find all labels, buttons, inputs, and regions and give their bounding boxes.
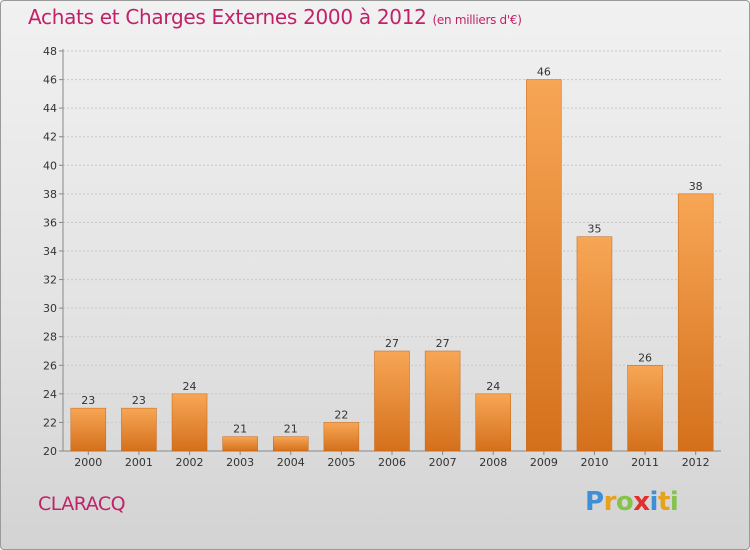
bar-value-label: 23 bbox=[132, 394, 146, 407]
bar-value-label: 26 bbox=[638, 351, 652, 364]
bar-value-label: 46 bbox=[537, 66, 551, 79]
proxiti-logo: Proxiti bbox=[585, 487, 679, 517]
bar-value-label: 27 bbox=[436, 337, 450, 350]
y-tick-label: 30 bbox=[43, 302, 57, 315]
y-tick-label: 38 bbox=[43, 188, 57, 201]
bar-value-label: 27 bbox=[385, 337, 399, 350]
bar bbox=[677, 193, 714, 452]
bar-value-label: 24 bbox=[183, 380, 197, 393]
commune-name: CLARACQ bbox=[38, 493, 126, 515]
y-tick-label: 34 bbox=[43, 245, 57, 258]
y-tick-label: 22 bbox=[43, 416, 57, 429]
logo-letter: i bbox=[669, 487, 679, 517]
x-tick-label: 2008 bbox=[479, 456, 507, 469]
bar-value-label: 21 bbox=[284, 423, 298, 436]
x-tick-label: 2012 bbox=[682, 456, 710, 469]
bar-value-label: 23 bbox=[81, 394, 95, 407]
bar-value-label: 38 bbox=[689, 180, 703, 193]
x-tick-label: 2009 bbox=[530, 456, 558, 469]
bar-value-label: 24 bbox=[486, 380, 500, 393]
logo-letter: o bbox=[615, 487, 634, 517]
x-tick-label: 2000 bbox=[74, 456, 102, 469]
bar-value-label: 35 bbox=[587, 223, 601, 236]
bar bbox=[273, 436, 309, 452]
y-tick-label: 36 bbox=[43, 216, 57, 229]
y-tick-label: 42 bbox=[43, 131, 57, 144]
bar bbox=[222, 436, 258, 452]
bar bbox=[576, 236, 613, 452]
chart-title: Achats et Charges Externes 2000 à 2012 (e… bbox=[28, 5, 522, 29]
logo-letter: P bbox=[585, 487, 604, 517]
logo-letter: t bbox=[657, 487, 670, 517]
x-tick-label: 2003 bbox=[226, 456, 254, 469]
x-tick-label: 2005 bbox=[327, 456, 355, 469]
bar-value-label: 22 bbox=[334, 408, 348, 421]
bar bbox=[526, 79, 562, 452]
bar bbox=[475, 393, 511, 452]
y-tick-label: 32 bbox=[43, 274, 57, 287]
logo-letter: i bbox=[649, 487, 659, 517]
x-tick-label: 2004 bbox=[277, 456, 305, 469]
y-tick-label: 26 bbox=[43, 359, 57, 372]
y-tick-label: 24 bbox=[43, 388, 57, 401]
y-tick-label: 40 bbox=[43, 159, 57, 172]
x-tick-label: 2011 bbox=[631, 456, 659, 469]
y-tick-label: 28 bbox=[43, 331, 57, 344]
bar bbox=[171, 393, 208, 452]
chart-subtitle: (en milliers d'€) bbox=[432, 13, 522, 27]
bar bbox=[70, 407, 107, 452]
y-tick-label: 44 bbox=[43, 102, 57, 115]
logo-letter: r bbox=[603, 487, 617, 517]
y-tick-label: 48 bbox=[43, 45, 57, 58]
chart-title-text: Achats et Charges Externes 2000 à 2012 bbox=[28, 5, 427, 29]
bar-value-label: 21 bbox=[233, 423, 247, 436]
bar bbox=[323, 422, 360, 452]
x-tick-label: 2010 bbox=[580, 456, 608, 469]
bar bbox=[424, 350, 461, 452]
y-tick-label: 46 bbox=[43, 74, 57, 87]
x-tick-label: 2006 bbox=[378, 456, 406, 469]
bar bbox=[627, 365, 663, 452]
bar bbox=[121, 407, 157, 452]
x-tick-label: 2002 bbox=[176, 456, 204, 469]
x-tick-label: 2007 bbox=[429, 456, 457, 469]
y-tick-label: 20 bbox=[43, 445, 57, 458]
bar bbox=[374, 350, 410, 452]
x-tick-label: 2001 bbox=[125, 456, 153, 469]
logo-letter: x bbox=[633, 487, 650, 517]
